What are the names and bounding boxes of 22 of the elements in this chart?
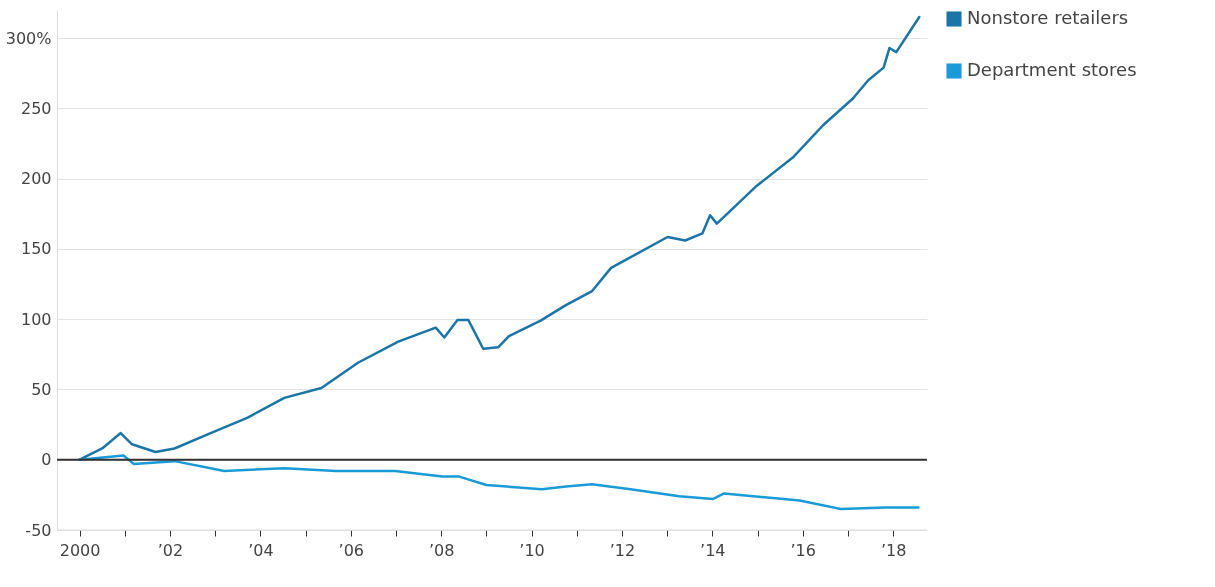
y-tick-label: 200 [20, 169, 52, 189]
line-series [78, 15, 921, 461]
x-tick-label: ’12 [609, 540, 636, 560]
y-tick-label: 250 [20, 98, 52, 118]
x-tick-label: ’16 [790, 540, 816, 560]
y-tick-label: 300% [5, 28, 52, 48]
x-tick-label: ’04 [248, 540, 274, 560]
x-tick-label: ’14 [700, 540, 726, 560]
line-series [78, 454, 920, 511]
x-tick-label: ’06 [338, 540, 364, 560]
legend-label: Department stores [967, 59, 1137, 80]
x-tick-label: ’18 [880, 540, 907, 560]
y-tick-label: 100 [20, 309, 52, 329]
y-tick-label: -50 [25, 520, 52, 540]
y-tick-label: 150 [20, 239, 52, 259]
x-tick-label: 2000 [59, 540, 101, 560]
legend-label: Nonstore retailers [967, 7, 1129, 28]
x-tick-label: ’10 [519, 540, 545, 560]
y-tick-label: 50 [31, 379, 52, 399]
x-tick-label: ’02 [157, 540, 184, 560]
y-tick-label: 0 [41, 450, 52, 470]
x-tick-label: ’08 [428, 540, 455, 560]
